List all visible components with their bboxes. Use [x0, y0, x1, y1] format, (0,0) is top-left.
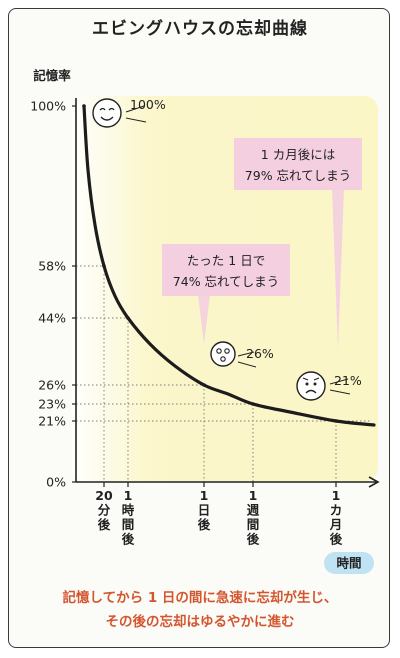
data-point-1	[102, 264, 106, 268]
callout-box-1	[234, 138, 362, 190]
face-ray-2-1	[329, 389, 351, 395]
x-tick-label-3: 1 週間後	[247, 488, 260, 547]
callout-pointer-0	[198, 295, 210, 344]
data-point-2	[126, 316, 130, 320]
data-point-5	[334, 419, 338, 423]
caption-line-2: その後の忘却はゆるやかに進む	[105, 614, 295, 630]
face-ray-1-0	[237, 351, 255, 357]
x-tick-label-4: 1 カ月後	[329, 488, 343, 547]
data-point-4	[251, 402, 255, 406]
x-axis-arrow	[368, 476, 380, 488]
x-tick-label-0: 20 分後	[95, 488, 113, 532]
face-ray-2-0	[329, 378, 349, 385]
callout-line1-0: たった 1 日で	[187, 253, 265, 268]
x-tick-label-2: 1 日後	[198, 488, 211, 532]
chart-title: エビングハウスの忘却曲線	[92, 19, 308, 39]
face-ray-0-1	[125, 117, 147, 123]
face-ray-1-1	[237, 361, 257, 368]
y-tick-label-4: 23%	[38, 397, 66, 412]
x-axis-title-chip	[324, 552, 374, 574]
y-tick-label-6: 0%	[46, 475, 66, 490]
worried-face-icon	[296, 371, 326, 401]
x-axis-title: 時間	[336, 556, 361, 571]
x-tick-label-1: 1 時間後	[122, 488, 135, 547]
callout-line2-1: 79% 忘れてしまう	[245, 168, 351, 183]
callout-line2-0: 74% 忘れてしまう	[173, 274, 279, 289]
face-ray-0-0	[125, 105, 145, 113]
y-tick-label-5: 21%	[38, 414, 66, 429]
callout-line1-1: 1 カ月後には	[261, 147, 335, 162]
y-tick-label-0: 100%	[30, 99, 66, 114]
point-label-0: 100%	[130, 97, 166, 112]
callout-pointer-1	[332, 189, 344, 350]
point-label-2: 21%	[334, 373, 362, 388]
y-tick-label-2: 44%	[38, 311, 66, 326]
y-tick-label-3: 26%	[38, 378, 66, 393]
point-label-1: 26%	[246, 346, 274, 361]
caption-line-1: 記憶してから 1 日の間に急速に忘却が生じ、	[62, 590, 338, 606]
smiling-face-icon	[92, 98, 122, 128]
chart-caption: 記憶してから 1 日の間に急速に忘却が生じ、 その後の忘却はゆるやかに進む	[10, 586, 390, 634]
data-point-0	[82, 104, 86, 108]
y-tick-label-1: 58%	[38, 259, 66, 274]
callout-box-0	[162, 244, 290, 296]
surprised-face-icon	[210, 341, 236, 367]
y-axis-title: 記憶率	[33, 68, 71, 83]
forgetting-curve-line	[82, 104, 376, 427]
data-point-3	[202, 383, 206, 387]
